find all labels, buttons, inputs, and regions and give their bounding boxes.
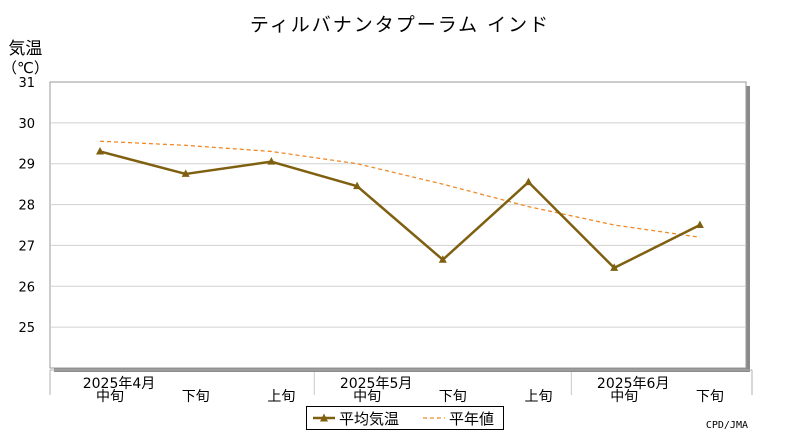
x-tick-label: 中旬 bbox=[96, 389, 124, 405]
data-point-mean bbox=[96, 146, 104, 155]
y-axis-label-line1: 気温 bbox=[8, 39, 43, 59]
y-tick-label: 27 bbox=[18, 239, 35, 254]
x-month-label: 2025年4月 bbox=[83, 376, 156, 392]
data-point-mean bbox=[353, 181, 362, 190]
chart-title: ティルバナンタプーラム インド bbox=[249, 14, 551, 36]
legend-label-mean: 平均気温 bbox=[339, 410, 400, 428]
y-tick-label: 29 bbox=[18, 158, 35, 173]
credit-text: CPD/JMA bbox=[705, 420, 748, 431]
x-tick-label: 上旬 bbox=[267, 389, 295, 405]
data-point-mean bbox=[524, 177, 533, 186]
data-point-mean bbox=[267, 157, 276, 165]
data-point-mean bbox=[438, 255, 447, 263]
legend-marker-mean bbox=[313, 413, 335, 422]
data-point-mean bbox=[695, 220, 704, 228]
x-month-label: 2025年5月 bbox=[340, 376, 413, 392]
legend-label-normal: 平年値 bbox=[449, 410, 495, 428]
y-tick-label: 28 bbox=[18, 199, 35, 214]
y-axis-label: 気温 （℃） bbox=[2, 40, 49, 78]
y-tick-label: 25 bbox=[18, 321, 35, 336]
y-tick-label: 30 bbox=[18, 117, 35, 132]
x-tick-label: 上旬 bbox=[525, 389, 553, 405]
x-tick-label: 下旬 bbox=[182, 389, 210, 405]
plot-area bbox=[49, 81, 747, 369]
x-tick-label: 下旬 bbox=[696, 389, 724, 405]
y-tick-label: 31 bbox=[18, 76, 35, 91]
x-tick-label: 下旬 bbox=[439, 389, 467, 405]
x-tick-label: 中旬 bbox=[610, 389, 638, 405]
data-point-mean bbox=[181, 169, 190, 177]
series-line-normal bbox=[99, 140, 700, 238]
y-axis-label-line2: （℃） bbox=[2, 59, 49, 77]
legend-marker-normal bbox=[423, 417, 445, 419]
legend: 平均気温 平年値 bbox=[306, 406, 504, 430]
y-tick-label: 26 bbox=[18, 280, 35, 295]
series-line-mean bbox=[99, 150, 701, 270]
data-point-mean bbox=[610, 263, 619, 271]
x-tick-label: 中旬 bbox=[353, 389, 381, 405]
x-month-label: 2025年6月 bbox=[597, 376, 670, 392]
